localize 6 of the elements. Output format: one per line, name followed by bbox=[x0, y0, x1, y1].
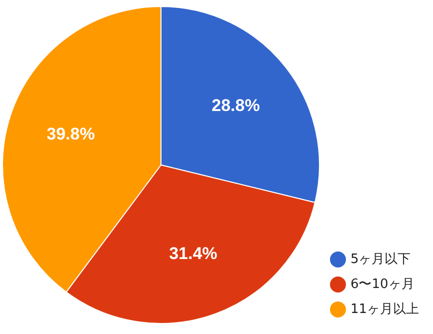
legend-label: 6〜10ヶ月 bbox=[350, 276, 414, 292]
legend-label: 5ヶ月以下 bbox=[350, 252, 411, 267]
data-label: 28.8% bbox=[212, 96, 260, 115]
legend-label: 11ヶ月以上 bbox=[350, 302, 420, 317]
data-label: 31.4% bbox=[169, 244, 218, 264]
data-label: 39.8% bbox=[46, 124, 95, 144]
